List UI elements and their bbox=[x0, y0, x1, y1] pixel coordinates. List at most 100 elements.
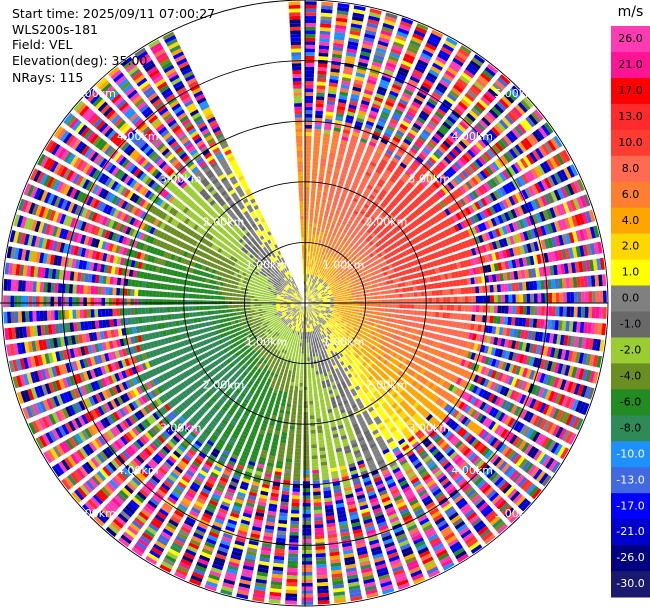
range-gate bbox=[516, 422, 525, 433]
range-gate bbox=[308, 277, 311, 282]
range-gate bbox=[384, 295, 389, 299]
range-gate bbox=[441, 76, 452, 85]
range-gate bbox=[324, 361, 328, 366]
range-gate bbox=[473, 411, 481, 420]
range-gate bbox=[420, 368, 426, 375]
range-gate bbox=[335, 233, 340, 239]
range-gate bbox=[313, 341, 316, 346]
range-gate bbox=[497, 349, 504, 358]
range-gate bbox=[303, 452, 310, 456]
range-gate bbox=[305, 175, 310, 180]
range-gate bbox=[473, 54, 486, 64]
range-gate bbox=[463, 350, 469, 358]
range-gate bbox=[502, 272, 508, 281]
range-gate bbox=[284, 472, 291, 477]
range-gate bbox=[397, 397, 404, 404]
range-gate bbox=[387, 180, 394, 187]
range-gate bbox=[419, 420, 427, 428]
range-gate bbox=[453, 189, 461, 198]
range-gate bbox=[299, 342, 302, 347]
range-gate bbox=[357, 144, 365, 151]
range-gate bbox=[366, 210, 373, 216]
range-gate bbox=[320, 290, 324, 294]
range-gate bbox=[453, 161, 462, 170]
range-gate bbox=[535, 128, 545, 141]
range-gate bbox=[311, 291, 315, 295]
range-gate bbox=[317, 600, 330, 605]
range-gate bbox=[399, 400, 406, 407]
range-gate bbox=[379, 286, 384, 291]
range-gate bbox=[324, 318, 328, 322]
range-gate bbox=[424, 297, 429, 303]
range-gate bbox=[402, 287, 407, 293]
range-gate bbox=[436, 494, 447, 503]
range-gate bbox=[323, 304, 327, 306]
range-gate bbox=[309, 349, 312, 354]
range-gate bbox=[338, 324, 342, 328]
range-gate bbox=[314, 125, 322, 130]
range-gate bbox=[353, 326, 358, 331]
range-gate bbox=[425, 413, 433, 422]
range-gate bbox=[432, 395, 439, 403]
range-gate bbox=[361, 334, 366, 339]
range-gate bbox=[506, 328, 511, 337]
range-gate bbox=[554, 320, 559, 331]
range-gate bbox=[326, 305, 331, 308]
range-gate bbox=[560, 218, 568, 230]
range-gate bbox=[308, 371, 311, 376]
range-gate bbox=[397, 319, 402, 325]
range-gate bbox=[338, 98, 347, 104]
range-gate bbox=[377, 304, 382, 307]
range-gate bbox=[369, 311, 374, 315]
range-gate bbox=[560, 186, 568, 198]
range-gate bbox=[335, 112, 344, 118]
range-gate bbox=[356, 362, 362, 367]
range-gate bbox=[290, 524, 299, 529]
range-gate bbox=[456, 187, 464, 196]
range-gate bbox=[517, 205, 525, 216]
range-gate bbox=[563, 263, 569, 274]
range-gate bbox=[340, 211, 346, 217]
range-gate bbox=[443, 371, 449, 379]
range-gate bbox=[305, 19, 316, 24]
range-gate bbox=[553, 135, 563, 148]
range-gate bbox=[301, 582, 313, 587]
range-gate bbox=[314, 132, 321, 137]
range-gate bbox=[336, 157, 343, 163]
range-gate bbox=[352, 320, 357, 324]
range-gate bbox=[301, 328, 303, 332]
range-gate bbox=[323, 264, 328, 269]
range-gate bbox=[515, 258, 521, 268]
range-gate bbox=[494, 396, 502, 406]
range-gate bbox=[358, 309, 363, 313]
range-gate bbox=[315, 538, 325, 543]
range-gate bbox=[319, 299, 323, 301]
range-gate bbox=[407, 353, 413, 360]
range-gate bbox=[379, 411, 387, 418]
range-gate bbox=[435, 164, 444, 172]
range-gate bbox=[533, 293, 538, 303]
range-gate bbox=[457, 305, 462, 312]
range-gate bbox=[434, 435, 443, 444]
range-gate bbox=[314, 318, 317, 322]
range-gate bbox=[348, 318, 353, 322]
range-gate bbox=[330, 274, 334, 278]
range-gate bbox=[565, 277, 570, 289]
range-gate bbox=[328, 159, 335, 165]
range-gate bbox=[539, 211, 546, 222]
range-gate bbox=[451, 453, 461, 463]
range-gate bbox=[480, 222, 487, 231]
range-gate bbox=[418, 323, 424, 329]
range-gate bbox=[356, 117, 365, 124]
range-gate bbox=[405, 50, 417, 58]
range-gate bbox=[350, 362, 356, 367]
range-gate bbox=[371, 223, 377, 229]
range-gate bbox=[316, 191, 322, 196]
range-gate bbox=[406, 327, 412, 333]
range-gate bbox=[322, 247, 326, 253]
range-gate bbox=[358, 58, 369, 64]
range-gate bbox=[480, 197, 488, 207]
range-gate bbox=[426, 141, 436, 150]
range-gate bbox=[457, 442, 466, 452]
range-gate bbox=[323, 288, 327, 292]
